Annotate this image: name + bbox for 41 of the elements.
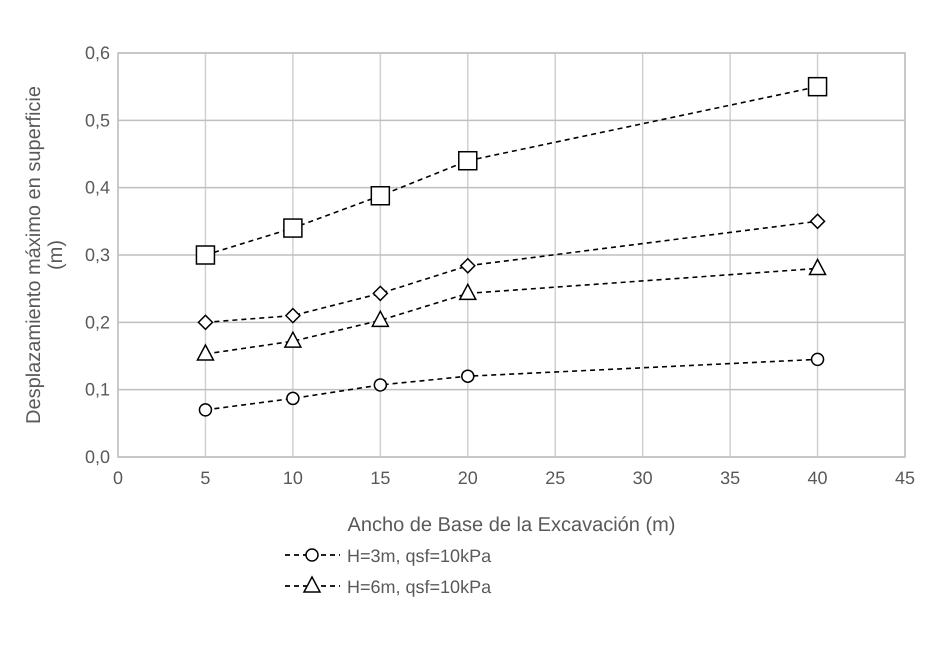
point	[370, 186, 390, 206]
point	[284, 331, 302, 348]
x-tick-label: 45	[894, 468, 916, 488]
x-tick-label: 30	[632, 468, 653, 488]
y-tick-label: 0,4	[84, 178, 110, 198]
point	[460, 258, 476, 274]
point	[808, 258, 826, 276]
y-tick-label: 0,1	[84, 380, 110, 400]
x-tick-label: 20	[458, 468, 478, 488]
y-axis-title: Desplazamiento máximo en superficie (m)	[23, 86, 67, 424]
y-tick-label: 0,2	[84, 312, 110, 332]
point	[372, 310, 390, 328]
point	[286, 392, 300, 406]
x-tick-label: 5	[200, 468, 210, 488]
point	[459, 284, 477, 300]
point	[196, 344, 214, 361]
point	[285, 308, 301, 324]
x-axis-title: Ancho de Base de la Excavación (m)	[348, 514, 676, 536]
x-tick-label: 25	[545, 468, 566, 488]
x-tick-label: 10	[282, 468, 303, 488]
point	[198, 314, 214, 330]
x-tick-label: 35	[720, 468, 740, 488]
y-tick-label: 0,3	[84, 245, 110, 265]
x-tick-label: 40	[808, 468, 828, 488]
x-tick-label: 15	[370, 468, 390, 488]
point	[283, 218, 303, 238]
point	[374, 378, 388, 392]
point	[372, 286, 388, 302]
x-tick-label: 0	[112, 468, 124, 488]
point	[458, 150, 478, 170]
point	[810, 214, 826, 230]
point	[196, 245, 216, 265]
point	[198, 403, 212, 417]
point	[461, 369, 475, 383]
point	[810, 352, 824, 366]
y-tick-label: 0,0	[84, 447, 110, 467]
legend-label: H=3m, qsf=10kPa	[347, 546, 492, 566]
y-tick-label: 0,5	[84, 110, 110, 130]
point	[808, 76, 828, 96]
y-tick-label: 0,6	[84, 43, 110, 63]
legend-label: H=6m, qsf=10kPa	[347, 577, 492, 597]
